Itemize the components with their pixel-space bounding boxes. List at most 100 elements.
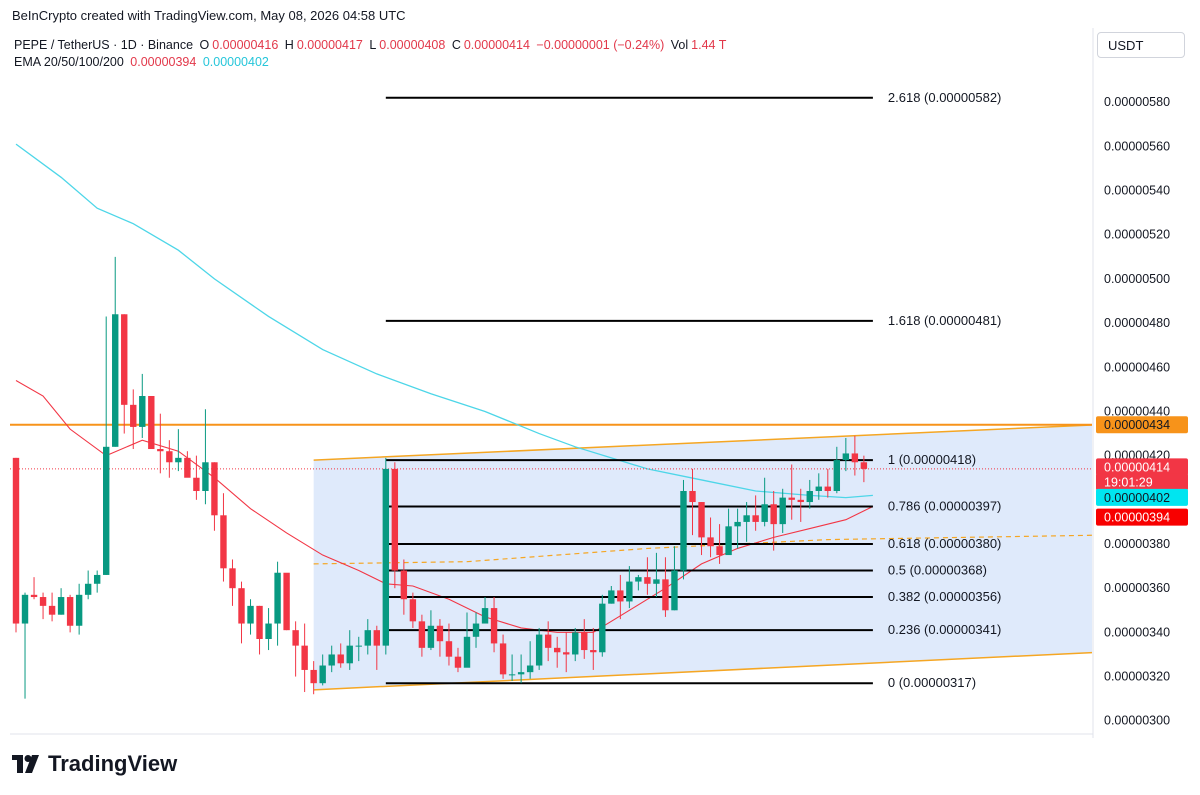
candle-body xyxy=(30,594,38,598)
tradingview-wordmark: TradingView xyxy=(48,751,178,776)
y-tick-label: 0.00000320 xyxy=(1104,670,1170,684)
candle-body xyxy=(21,594,29,624)
candle-body xyxy=(346,645,353,664)
candle-body xyxy=(481,608,489,624)
y-tick-label: 0.00000520 xyxy=(1104,228,1170,242)
candle-body xyxy=(337,654,344,664)
volume-value: 1.44 T xyxy=(691,38,727,52)
channel-upper-line xyxy=(313,424,1092,461)
candle-body xyxy=(48,605,56,615)
price-tag-label-last-price: 0.00000414 xyxy=(1104,460,1170,474)
candle-body xyxy=(445,641,453,657)
open-label: O xyxy=(199,38,210,52)
candle-body xyxy=(617,590,624,602)
ema20-value: 0.00000394 xyxy=(130,55,197,69)
candle-body xyxy=(833,460,841,491)
candle-body xyxy=(490,608,498,644)
candle-body xyxy=(572,632,579,655)
symbol-label[interactable]: PEPE / TetherUS · 1D · Binance xyxy=(14,38,194,52)
currency-button[interactable]: USDT xyxy=(1097,32,1185,58)
ema-label[interactable]: EMA 20/50/100/200 xyxy=(14,55,124,69)
candle-body xyxy=(409,599,417,622)
candle-body xyxy=(310,669,317,684)
candle-body xyxy=(66,597,74,626)
candle-body xyxy=(544,634,552,648)
candle-body xyxy=(93,574,101,584)
candle-body xyxy=(689,490,696,503)
candle-body xyxy=(427,625,435,648)
candle-body xyxy=(788,497,795,500)
price-tag-ema20 xyxy=(1096,508,1188,526)
candle-body xyxy=(400,570,408,600)
candle-body xyxy=(103,446,110,575)
candle-body xyxy=(653,579,660,584)
candle-body xyxy=(256,605,263,640)
candle-body xyxy=(211,462,218,516)
candle-body xyxy=(283,572,290,631)
candle-body xyxy=(292,630,299,646)
high-value: 0.00000417 xyxy=(296,38,363,52)
fib-label-1.618: 1.618 (0.00000481) xyxy=(888,313,1001,328)
open-value: 0.00000416 xyxy=(212,38,279,52)
price-chart[interactable]: 0 (0.00000317) 0.236 (0.00000341) 0.382 (0… xyxy=(0,28,1200,738)
candle-body xyxy=(860,462,868,469)
close-value: 0.00000414 xyxy=(463,38,530,52)
candle-body xyxy=(508,674,516,676)
y-tick-label: 0.00000300 xyxy=(1104,714,1170,728)
fib-label-0.236: 0.236 (0.00000341) xyxy=(888,622,1001,637)
candle-body xyxy=(12,457,20,624)
fib-label-0.382: 0.382 (0.00000356) xyxy=(888,589,1001,604)
chart-credit: BeInCrypto created with TradingView.com,… xyxy=(12,8,406,23)
candle-body xyxy=(265,623,272,640)
y-tick-label: 0.00000460 xyxy=(1104,360,1170,374)
ohlc-row: PEPE / TetherUS · 1D · Binance O 0.000004… xyxy=(14,37,729,54)
candle-body xyxy=(662,579,669,611)
candle-body xyxy=(247,605,254,624)
y-tick-label: 0.00000500 xyxy=(1104,272,1170,286)
change-value: −0.00000001 (−0.24%) xyxy=(536,38,665,52)
price-tag-label-resistance: 0.00000434 xyxy=(1104,418,1170,432)
candle-body xyxy=(130,404,137,427)
y-tick-label: 0.00000440 xyxy=(1104,404,1170,418)
close-label: C xyxy=(451,38,461,52)
candle-body xyxy=(499,643,507,675)
candle-body xyxy=(770,504,777,525)
y-tick-label: 0.00000580 xyxy=(1104,95,1170,109)
candle-body xyxy=(112,314,119,447)
y-tick-label: 0.00000360 xyxy=(1104,581,1170,595)
candle-body xyxy=(454,656,462,668)
candle-body xyxy=(382,468,390,646)
candle-body xyxy=(752,515,759,522)
candle-body xyxy=(75,594,83,626)
price-tag-ema50 xyxy=(1096,488,1188,506)
candle-body xyxy=(698,502,705,538)
candle-body xyxy=(635,577,642,582)
candle-body xyxy=(644,577,651,584)
candle-body xyxy=(671,570,678,611)
ema-row: EMA 20/50/100/200 0.00000394 0.00000402 xyxy=(14,54,729,71)
low-value: 0.00000408 xyxy=(379,38,446,52)
candle-body xyxy=(202,462,209,491)
candle-body xyxy=(526,665,534,673)
candle-body xyxy=(563,652,570,655)
candle-body xyxy=(554,647,561,653)
y-tick-label: 0.00000540 xyxy=(1104,184,1170,198)
candle-body xyxy=(581,632,588,651)
candle-body xyxy=(364,630,371,646)
candle-body xyxy=(175,457,182,463)
candle-body xyxy=(535,634,543,666)
candle-body xyxy=(806,490,813,503)
candle-body xyxy=(238,588,245,624)
fib-label-0.5: 0.5 (0.00000368) xyxy=(888,563,987,578)
candle-body xyxy=(851,453,859,463)
fib-label-2.618: 2.618 (0.00000582) xyxy=(888,90,1001,105)
candle-body xyxy=(608,590,615,604)
candle-body xyxy=(355,645,362,647)
candle-body xyxy=(157,449,164,452)
candle-body xyxy=(436,625,444,642)
y-tick-label: 0.00000560 xyxy=(1104,139,1170,153)
tradingview-logo: TradingView xyxy=(12,750,177,778)
candle-body xyxy=(84,583,92,595)
price-tag-last-price xyxy=(1096,458,1188,476)
tradingview-logo-icon xyxy=(12,755,39,773)
